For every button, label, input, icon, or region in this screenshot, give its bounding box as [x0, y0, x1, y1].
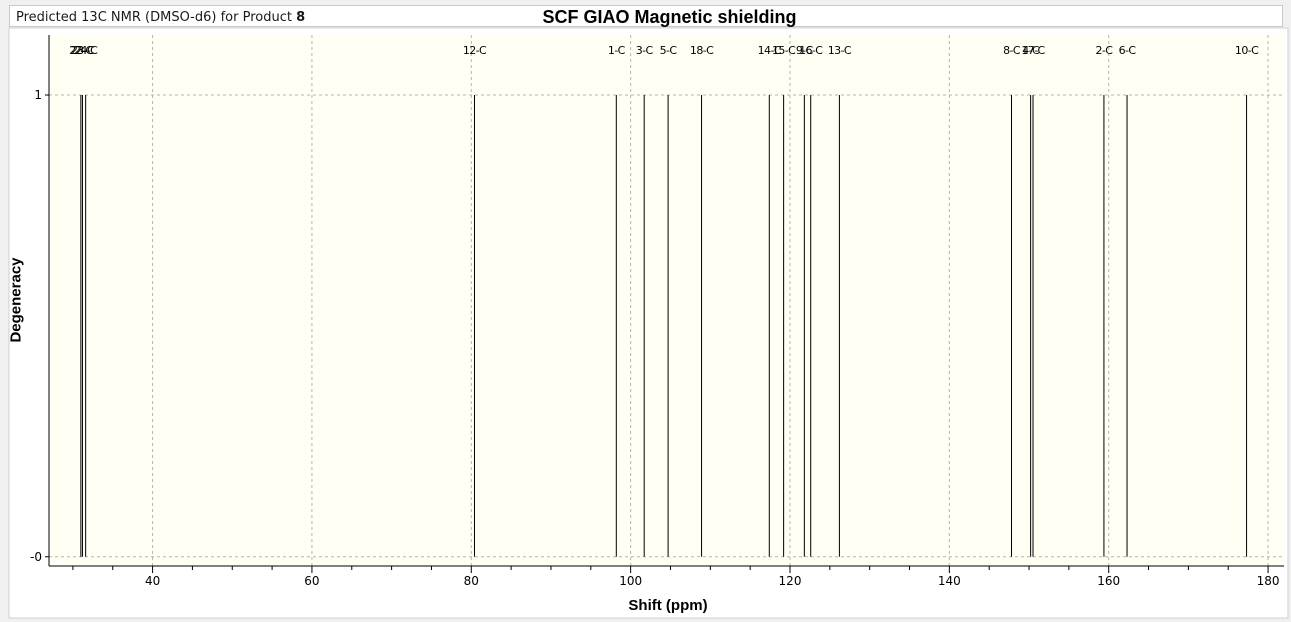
x-axis-label: Shift (ppm) [628, 597, 708, 614]
chart-caption: Predicted 13C NMR (DMSO-d6) for Product … [9, 5, 1283, 27]
caption-label: Predicted 13C NMR (DMSO-d6) for Product [16, 10, 297, 25]
peak-label: 5-C [660, 44, 678, 57]
peak-label: 9-C [796, 44, 814, 57]
peak-label: 13-C [828, 44, 852, 57]
peak-label: 8-C [1003, 44, 1021, 57]
x-tick-label: 120 [779, 574, 802, 588]
peak-label: 17-C [1021, 44, 1045, 57]
x-tick-label: 180 [1257, 574, 1280, 588]
caption-product-number: 8 [296, 10, 306, 25]
peak-label: 14-C [758, 44, 782, 57]
y-tick-label: 1 [34, 88, 42, 102]
x-tick-label: 140 [938, 574, 961, 588]
peak-label: 22-C [69, 44, 93, 57]
x-tick-label: 80 [464, 574, 479, 588]
y-axis-label: Degeneracy [7, 257, 25, 343]
x-tick-label: 100 [619, 574, 642, 588]
x-tick-label: 160 [1097, 574, 1120, 588]
peak-label: 24-C [74, 44, 98, 57]
plot-area [49, 35, 1284, 566]
peak-label: 15-C [772, 44, 796, 57]
peak-label: 12-C [463, 44, 487, 57]
peak-label: 3-C [636, 44, 654, 57]
x-tick-label: 40 [145, 574, 160, 588]
y-tick-label: -0 [30, 550, 42, 564]
peak-label: 10-C [1235, 44, 1259, 57]
peak-label: 2-C [1095, 44, 1113, 57]
peak-label: 1-C [608, 44, 626, 57]
peak-label: 6-C [1119, 44, 1137, 57]
caption-text: Predicted 13C NMR (DMSO-d6) for Product … [16, 10, 305, 25]
x-tick-label: 60 [304, 574, 319, 588]
chart-title: SCF GIAO Magnetic shielding [542, 7, 797, 27]
peak-label: 16-C [799, 44, 823, 57]
peak-label: 18-C [690, 44, 714, 57]
peak-label: 4-C [1022, 44, 1040, 57]
peak-label: 23-C [71, 44, 95, 57]
